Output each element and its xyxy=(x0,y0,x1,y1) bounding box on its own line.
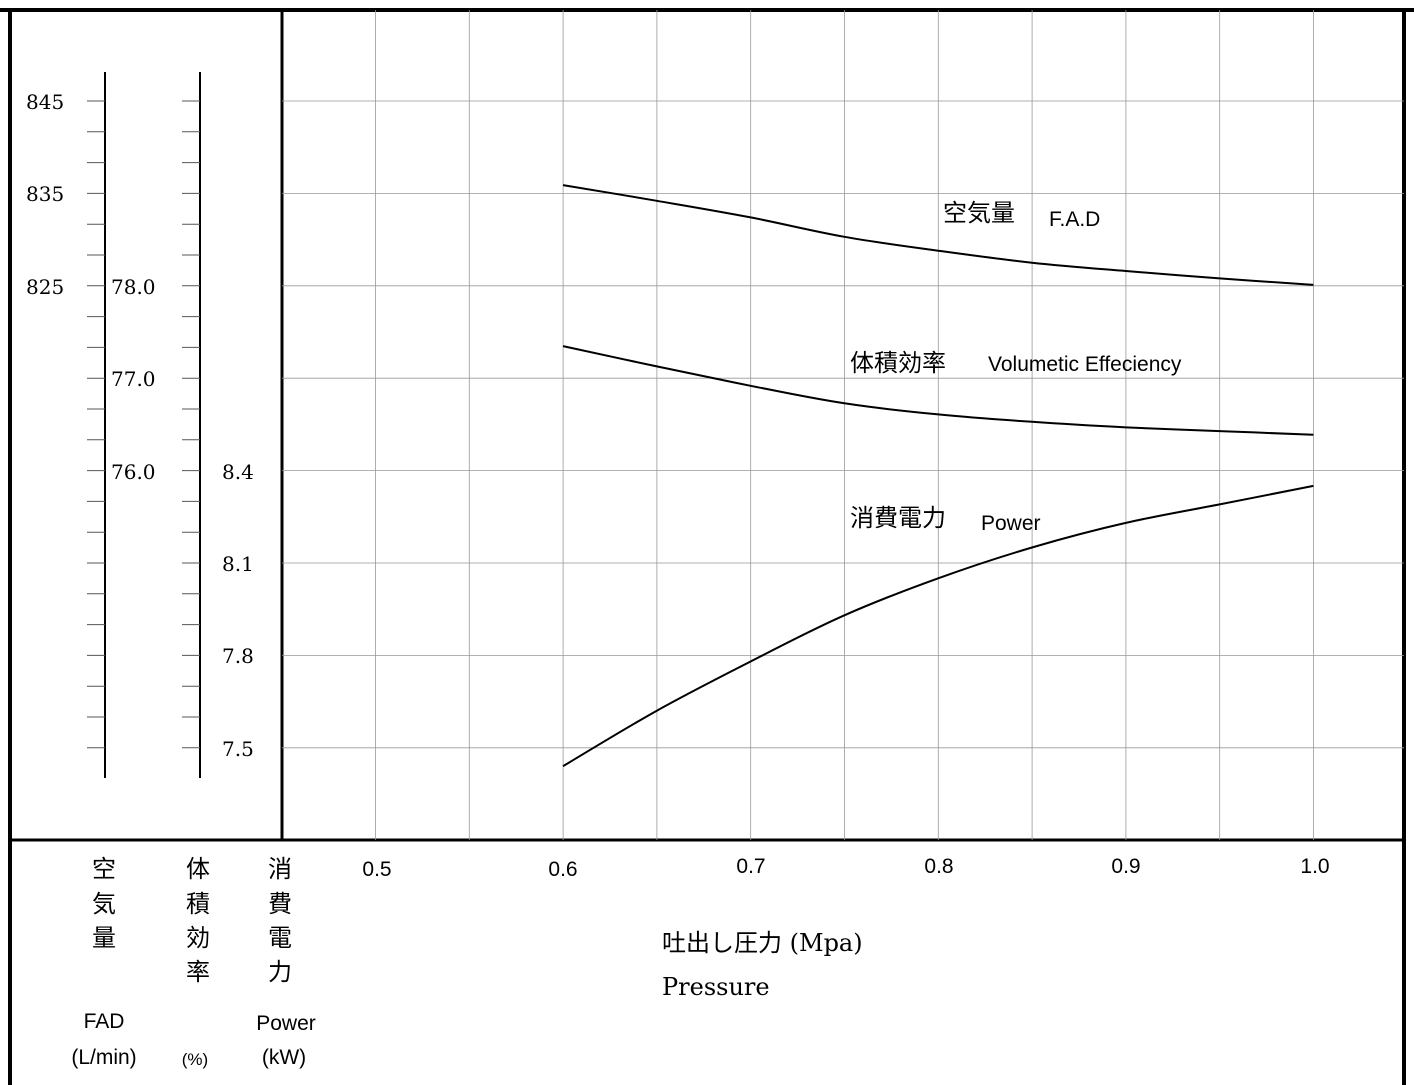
power-curve xyxy=(562,484,1314,768)
fad-curve xyxy=(562,184,1314,286)
fad-series-label-en: F.A.D xyxy=(1049,208,1100,231)
fad-axis-title: 空 気 量 xyxy=(92,855,116,952)
eff-axis-title: 体 積 効 率 xyxy=(186,855,210,986)
power-title-char: 費 xyxy=(268,890,292,918)
x-tick-label: 1.0 xyxy=(1300,855,1329,878)
eff-title-char: 体 xyxy=(186,855,210,883)
x-tick-label: 0.7 xyxy=(736,855,765,878)
eff-unit: (%) xyxy=(182,1050,208,1069)
curves xyxy=(562,184,1314,768)
fad-title-char: 空 xyxy=(92,855,116,883)
x-tick-label: 0.5 xyxy=(362,858,391,881)
left-axes xyxy=(104,72,201,778)
curve-labels: 空気量 F.A.D 体積効率 Volumetic Effeciency 消費電力… xyxy=(850,199,1182,535)
x-tick-label: 0.8 xyxy=(924,855,953,878)
fad-series-label-jp: 空気量 xyxy=(943,199,1015,227)
power-unit: (kW) xyxy=(262,1046,306,1069)
axis-units: FAD (L/min) (%) Power (kW) xyxy=(71,1010,315,1069)
x-axis-label-jp: 吐出し圧力 (Mpa) xyxy=(662,929,863,957)
eff-curve xyxy=(562,345,1314,436)
eff-title-char: 率 xyxy=(186,958,210,986)
power-series-label-en: Power xyxy=(981,512,1041,535)
fad-title-char: 量 xyxy=(92,924,116,952)
fad-tick-labels: 845 835 825 xyxy=(26,90,64,299)
power-title-char: 電 xyxy=(268,924,292,952)
power-tick-label: 7.5 xyxy=(222,737,254,761)
eff-series-label-en: Volumetic Effeciency xyxy=(988,353,1182,376)
eff-tick-label: 76.0 xyxy=(111,460,156,484)
power-title-char: 力 xyxy=(268,958,292,986)
fad-title-char: 気 xyxy=(92,890,116,918)
fad-tick-label: 835 xyxy=(26,182,64,206)
power-tick-label: 7.8 xyxy=(222,644,254,668)
power-tick-label: 8.4 xyxy=(222,460,254,484)
chart-frame xyxy=(0,8,1414,1085)
eff-title-char: 積 xyxy=(186,890,210,918)
x-axis-title: 吐出し圧力 (Mpa) Pressure xyxy=(662,929,863,1001)
eff-tick-label: 77.0 xyxy=(111,367,156,391)
eff-title-char: 効 xyxy=(186,924,210,952)
power-tick-label: 8.1 xyxy=(222,552,254,576)
eff-tick-labels: 78.0 77.0 76.0 xyxy=(111,275,156,484)
fad-axis-title-en: FAD xyxy=(84,1010,125,1033)
power-axis-title: 消 費 電 力 xyxy=(268,855,292,986)
power-axis-title-en: Power xyxy=(256,1012,316,1035)
power-tick-labels: 8.4 8.1 7.8 7.5 xyxy=(222,460,254,761)
left-axis-ticks xyxy=(87,100,200,749)
x-tick-label: 0.9 xyxy=(1111,855,1140,878)
x-tick-labels: 0.5 0.6 0.7 0.8 0.9 1.0 xyxy=(362,855,1329,881)
eff-tick-label: 78.0 xyxy=(111,275,156,299)
fad-tick-label: 845 xyxy=(26,90,64,114)
eff-series-label-jp: 体積効率 xyxy=(850,349,946,377)
fad-unit: (L/min) xyxy=(71,1046,136,1069)
power-title-char: 消 xyxy=(268,855,292,883)
plot-grid xyxy=(282,10,1404,840)
x-tick-label: 0.6 xyxy=(548,858,577,881)
power-series-label-jp: 消費電力 xyxy=(850,504,946,532)
fad-tick-label: 825 xyxy=(26,275,64,299)
x-axis-label-en: Pressure xyxy=(662,973,770,1001)
